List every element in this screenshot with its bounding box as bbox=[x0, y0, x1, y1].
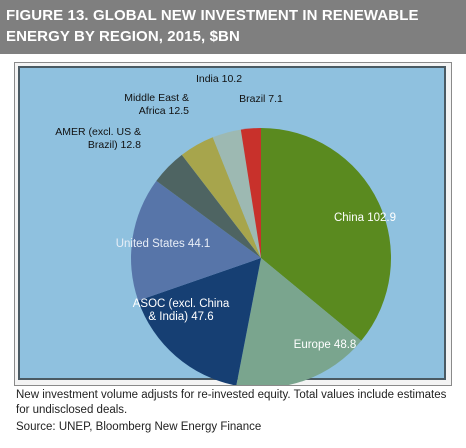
pie-slice-india bbox=[212, 129, 261, 258]
chart-note: New investment volume adjusts for re-inv… bbox=[16, 389, 447, 416]
pie-slice-middle-east-africa bbox=[181, 137, 261, 258]
pie-slice-united-states bbox=[130, 180, 261, 301]
figure-header: FIGURE 13. GLOBAL NEW INVESTMENT IN RENE… bbox=[0, 0, 466, 54]
pie-slice-amer-excl-us-brazil bbox=[156, 154, 261, 258]
slice-label-middle-east-africa: Middle East & Africa 12.5 bbox=[124, 92, 189, 117]
pie-slice-brazil bbox=[240, 128, 261, 258]
slice-label-europe: Europe 48.8 bbox=[294, 339, 357, 351]
pie-slice-asoc-excl-china-india bbox=[138, 258, 261, 385]
pie-slice-china bbox=[261, 128, 392, 341]
chart-source: Source: UNEP, Bloomberg New Energy Finan… bbox=[16, 421, 262, 433]
pie-slice-europe bbox=[236, 258, 362, 385]
chart-frame: China 102.9 Europe 48.8 ASOC (excl. China &… bbox=[14, 62, 452, 386]
slice-label-united-states: United States 44.1 bbox=[116, 238, 211, 250]
slice-label-brazil: Brazil 7.1 bbox=[239, 93, 283, 105]
figure-title: FIGURE 13. GLOBAL NEW INVESTMENT IN RENE… bbox=[6, 7, 419, 45]
slice-label-china: China 102.9 bbox=[334, 212, 396, 224]
pie-chart: China 102.9 Europe 48.8 ASOC (excl. China &… bbox=[18, 66, 446, 385]
slice-label-india: India 10.2 bbox=[196, 73, 242, 85]
slice-label-asoc-excl-china-india: ASOC (excl. China & India) 47.6 bbox=[133, 298, 230, 323]
slice-label-amer-excl-us-brazil: AMER (excl. US & Brazil) 12.8 bbox=[55, 126, 141, 151]
